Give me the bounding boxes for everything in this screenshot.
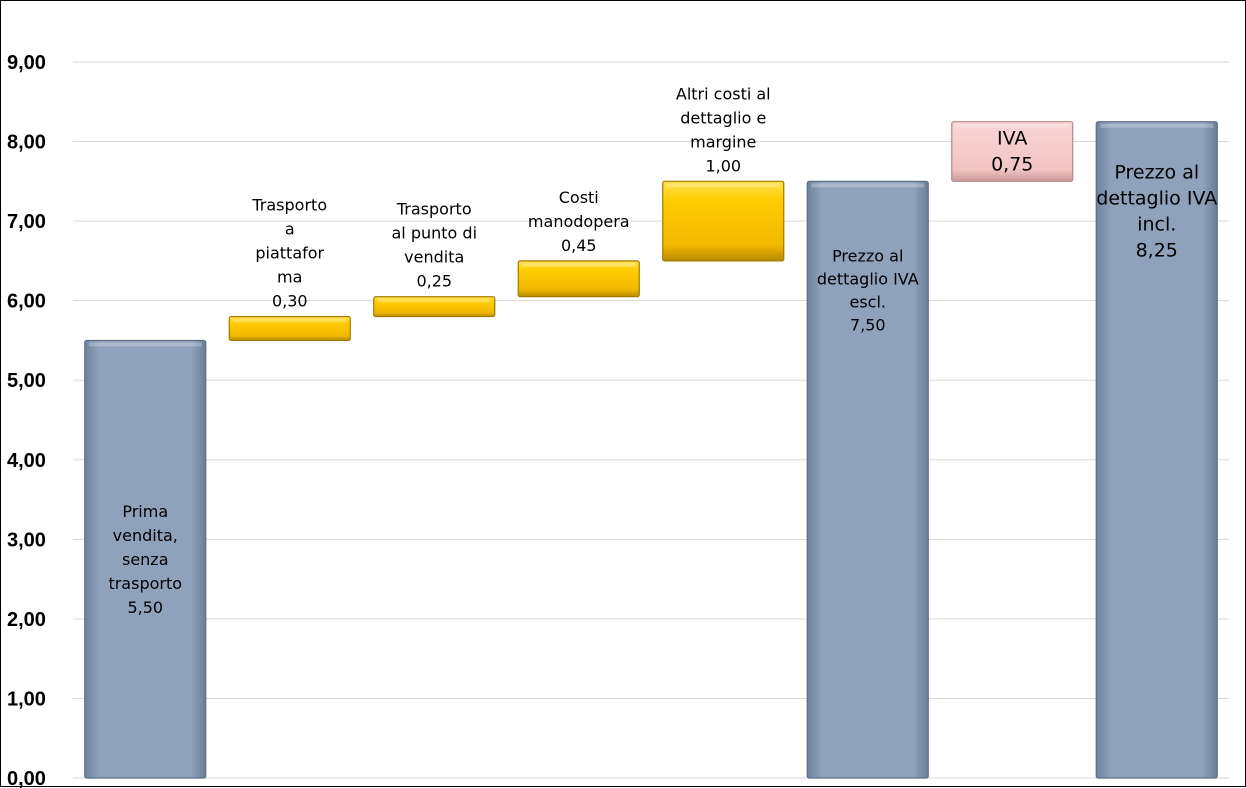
bar-category-label: a	[285, 220, 295, 239]
bar-category-label: piattafor	[255, 244, 324, 263]
bar-category-label: margine	[690, 132, 756, 151]
bar-group	[806, 180, 929, 779]
bar-category-label: trasporto	[108, 574, 182, 593]
y-tick-label: 1,00	[7, 688, 46, 710]
bar-category-label: Prezzo al	[1114, 162, 1199, 184]
bar-category-label: Trasporto	[251, 196, 327, 215]
bar-category-label: dettaglio IVA	[817, 269, 919, 288]
bar-category-label: manodopera	[528, 212, 630, 231]
bar-category-label: vendita,	[113, 526, 178, 545]
total-bar	[806, 180, 929, 779]
bar-category-label: senza	[122, 550, 169, 569]
y-tick-label: 9,00	[7, 52, 46, 74]
y-tick-label: 2,00	[7, 609, 46, 631]
bar-value-label: 1,00	[705, 156, 741, 175]
bar-value-label: 0,45	[561, 236, 597, 255]
gridlines	[73, 61, 1229, 779]
bar-highlight	[666, 183, 780, 188]
increment-bar	[228, 315, 351, 342]
bar-highlight	[233, 318, 347, 323]
bar-group	[228, 315, 351, 342]
bar-group	[84, 339, 207, 779]
bar-value-label: 5,50	[127, 598, 163, 617]
y-axis-ticks: 0,00 1,00 2,00 3,00 4,00 5,00 6,00 7,00 8,00 9,00	[7, 52, 46, 788]
increment-bar	[662, 180, 785, 262]
bar-category-label: escl.	[849, 292, 886, 311]
bar-category-label: ma	[277, 268, 302, 287]
bar-category-label: incl.	[1137, 214, 1176, 236]
y-tick-label: 3,00	[7, 529, 46, 551]
tax-bar	[951, 121, 1074, 182]
bar-group	[951, 121, 1074, 182]
bar-category-label: Costi	[559, 188, 599, 207]
bar-value-label: 7,50	[850, 315, 886, 334]
bar-highlight	[522, 262, 636, 267]
bar-group	[1095, 121, 1218, 779]
bar-category-label: Prima	[122, 502, 168, 521]
bar-category-label: dettaglio IVA	[1096, 188, 1217, 210]
bar-highlight	[377, 298, 491, 303]
total-bar	[84, 339, 207, 779]
increment-bar	[517, 260, 640, 298]
bar-category-label: dettaglio e	[680, 108, 766, 127]
bar-group	[662, 180, 785, 262]
bar-value-label: 0,30	[272, 292, 308, 311]
y-tick-label: 0,00	[7, 768, 46, 788]
bar-category-label: Prezzo al	[832, 246, 903, 265]
bar-highlight	[811, 183, 925, 188]
y-tick-label: 4,00	[7, 450, 46, 472]
y-tick-label: 6,00	[7, 291, 46, 313]
y-tick-label: 5,00	[7, 370, 46, 392]
y-tick-label: 7,00	[7, 211, 46, 233]
bar-category-label: Altri costi al	[676, 84, 771, 103]
data-labels: Prima vendita, senza trasporto 5,50 Trasporto…	[108, 84, 1217, 617]
bar-value-label: 8,25	[1136, 240, 1178, 262]
bar-category-label: Trasporto	[396, 200, 472, 219]
bar-value-label: 0,25	[416, 272, 452, 291]
bars	[84, 121, 1218, 779]
increment-bar	[373, 296, 496, 318]
bar-highlight	[88, 342, 202, 347]
bar-value-label: 0,75	[991, 154, 1033, 176]
bar-highlight	[1100, 123, 1214, 128]
bar-group	[517, 260, 640, 298]
bar-highlight	[955, 123, 1069, 128]
bar-category-label: vendita	[404, 248, 464, 267]
total-bar	[1095, 121, 1218, 779]
bar-group	[373, 296, 496, 318]
y-tick-label: 8,00	[7, 132, 46, 154]
bar-category-label: IVA	[997, 128, 1027, 150]
bar-category-label: al punto di	[391, 224, 477, 243]
